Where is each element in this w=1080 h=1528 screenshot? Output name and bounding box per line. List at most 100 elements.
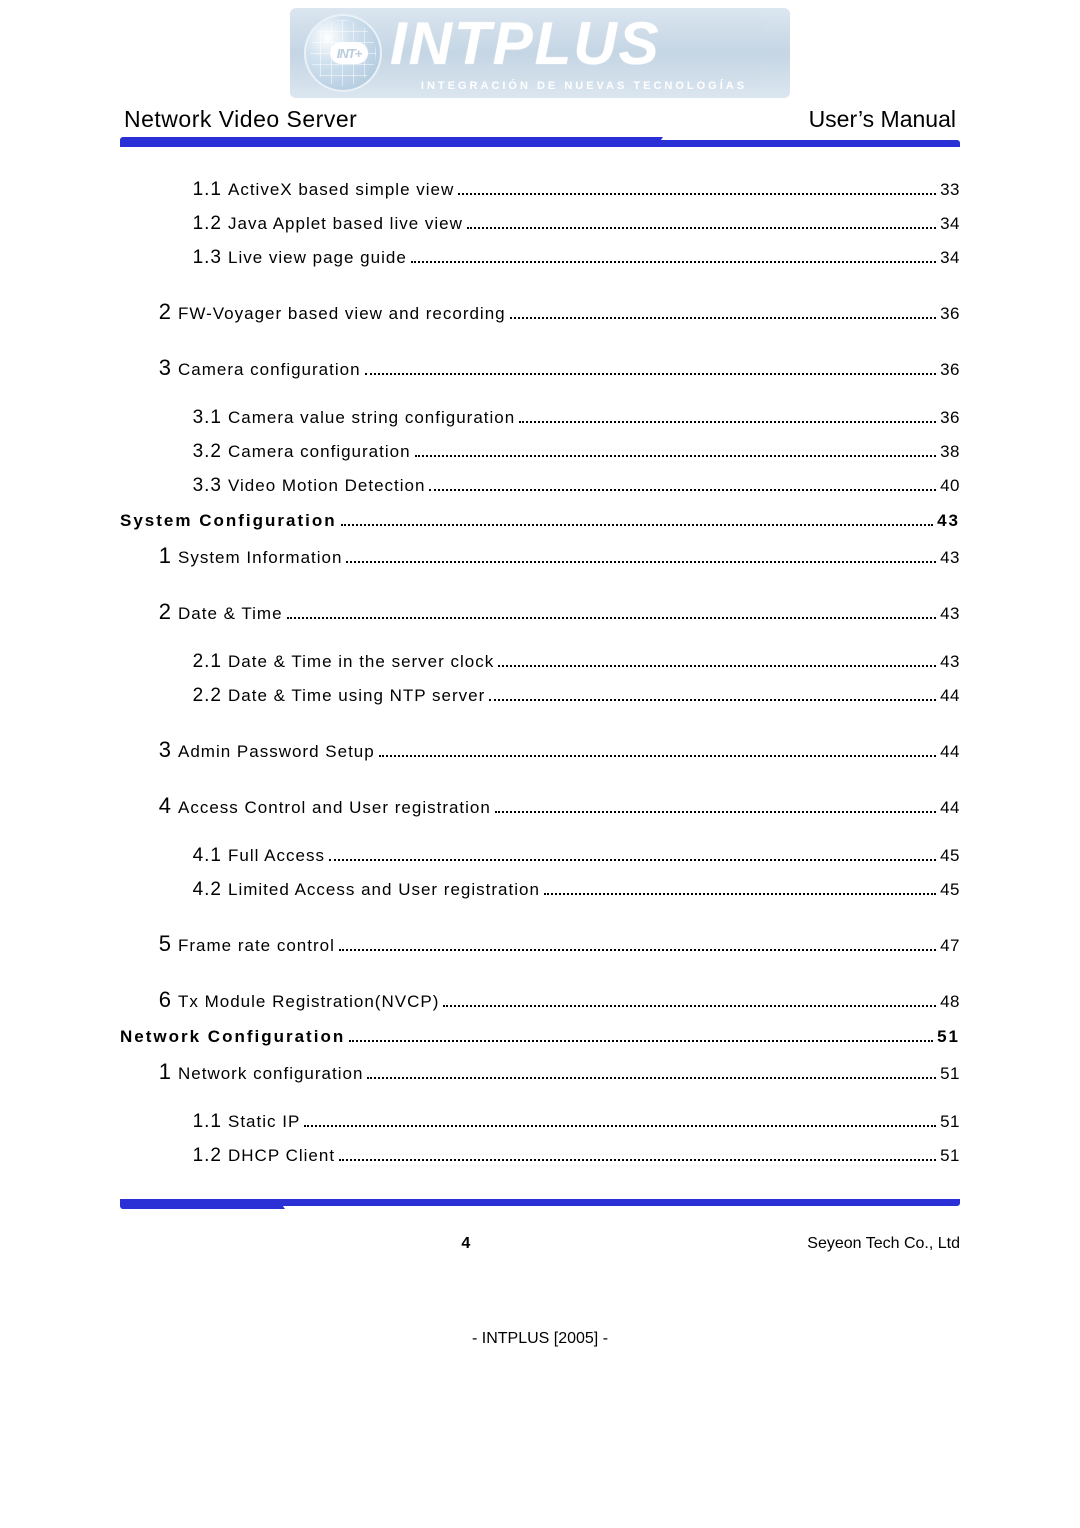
toc-leader	[495, 800, 936, 813]
toc-entry-page: 45	[940, 880, 960, 900]
toc-leader	[367, 1066, 936, 1079]
toc-entry-number: 4.1	[188, 845, 222, 867]
toc-entry-text: Access Control and User registration	[178, 798, 491, 818]
doc-title-right: User’s Manual	[809, 106, 956, 133]
toc-entry-text: Frame rate control	[178, 936, 335, 956]
toc-entry-text: Date & Time	[178, 604, 283, 624]
table-of-contents: 1.1 ActiveX based simple view 33 1.2 Java…	[120, 175, 960, 1171]
toc-entry: 3.2 Camera configuration 38	[120, 437, 960, 467]
toc-entry-text: DHCP Client	[228, 1146, 335, 1166]
toc-entry-number: 1	[154, 1059, 172, 1085]
toc-entry-page: 34	[940, 248, 960, 268]
toc-entry-page: 43	[940, 604, 960, 624]
doc-title-left: Network Video Server	[124, 106, 357, 133]
toc-entry-number: 1.2	[188, 1145, 222, 1167]
toc-leader	[304, 1114, 936, 1127]
toc-entry-text: System Configuration	[120, 511, 337, 531]
toc-entry-text: Date & Time using NTP server	[228, 686, 485, 706]
toc-entry-page: 47	[940, 936, 960, 956]
toc-entry: 2 FW-Voyager based view and recording 36	[120, 295, 960, 329]
logo-badge: INT+	[330, 42, 368, 64]
toc-entry: 1 System Information 43	[120, 539, 960, 573]
toc-leader	[341, 513, 933, 526]
toc-entry-text: Admin Password Setup	[178, 742, 375, 762]
toc-entry-text: Video Motion Detection	[228, 476, 425, 496]
toc-entry-number: 2.2	[188, 685, 222, 707]
toc-entry-number: 3.1	[188, 407, 222, 429]
toc-entry-number: 1.2	[188, 213, 222, 235]
toc-entry-number: 1	[154, 543, 172, 569]
toc-entry-page: 40	[940, 476, 960, 496]
toc-entry-number: 2	[154, 299, 172, 325]
toc-entry-page: 44	[940, 686, 960, 706]
toc-leader	[429, 478, 936, 491]
intplus-logo: INT+ INTPLUS INTEGRACIÓN DE NUEVAS TECNO…	[290, 8, 790, 98]
toc-entry: 2.2 Date & Time using NTP server 44	[120, 681, 960, 711]
toc-entry-text: Camera value string configuration	[228, 408, 515, 428]
toc-entry-text: Network Configuration	[120, 1027, 345, 1047]
toc-entry-number: 2.1	[188, 651, 222, 673]
toc-entry: 4 Access Control and User registration 4…	[120, 789, 960, 823]
toc-leader	[458, 182, 936, 195]
toc-entry-text: Static IP	[228, 1112, 300, 1132]
toc-entry-number: 1.1	[188, 179, 222, 201]
toc-entry-page: 48	[940, 992, 960, 1012]
toc-entry-page: 36	[940, 360, 960, 380]
toc-leader	[329, 848, 936, 861]
toc-entry: 1.1 Static IP 51	[120, 1107, 960, 1137]
toc-entry-text: System Information	[178, 548, 342, 568]
toc-entry: 4.1 Full Access 45	[120, 841, 960, 871]
toc-entry: 3.3 Video Motion Detection 40	[120, 471, 960, 501]
toc-entry-text: Camera configuration	[178, 360, 361, 380]
title-row: Network Video Server User’s Manual	[120, 106, 960, 137]
toc-entry-text: Java Applet based live view	[228, 214, 463, 234]
toc-entry-page: 43	[940, 548, 960, 568]
footer-divider	[120, 1199, 960, 1209]
toc-entry: 1.2 DHCP Client 51	[120, 1141, 960, 1171]
toc-leader	[411, 250, 936, 263]
toc-entry: 5 Frame rate control 47	[120, 927, 960, 961]
toc-entry: 1.2 Java Applet based live view 34	[120, 209, 960, 239]
toc-entry-number: 3.3	[188, 475, 222, 497]
toc-entry-page: 51	[940, 1112, 960, 1132]
page-footer: . 4 Seyeon Tech Co., Ltd	[120, 1235, 960, 1253]
toc-entry-page: 36	[940, 304, 960, 324]
toc-leader	[467, 216, 936, 229]
toc-leader	[510, 306, 936, 319]
toc-leader	[519, 410, 936, 423]
toc-entry-number: 3	[154, 737, 172, 763]
toc-entry-text: ActiveX based simple view	[228, 180, 454, 200]
toc-entry-number: 1.3	[188, 247, 222, 269]
toc-entry-page: 44	[940, 742, 960, 762]
toc-entry: 1.1 ActiveX based simple view 33	[120, 175, 960, 205]
toc-leader	[489, 688, 936, 701]
toc-leader	[544, 882, 936, 895]
toc-entry-page: 33	[940, 180, 960, 200]
toc-entry: Network Configuration 51	[120, 1023, 960, 1051]
toc-leader	[339, 938, 936, 951]
toc-entry-number: 3.2	[188, 441, 222, 463]
toc-entry-page: 45	[940, 846, 960, 866]
toc-entry: 1.3 Live view page guide 34	[120, 243, 960, 273]
manual-page: INT+ INTPLUS INTEGRACIÓN DE NUEVAS TECNO…	[0, 0, 1080, 1528]
toc-entry-number: 4	[154, 793, 172, 819]
toc-entry-text: Full Access	[228, 846, 325, 866]
logo-area: INT+ INTPLUS INTEGRACIÓN DE NUEVAS TECNO…	[120, 0, 960, 100]
toc-entry-page: 38	[940, 442, 960, 462]
toc-entry-number: 4.2	[188, 879, 222, 901]
toc-entry: 2.1 Date & Time in the server clock 43	[120, 647, 960, 677]
toc-entry-page: 43	[940, 652, 960, 672]
toc-entry-page: 51	[937, 1027, 960, 1047]
toc-entry-page: 44	[940, 798, 960, 818]
toc-entry-page: 36	[940, 408, 960, 428]
toc-entry: System Configuration 43	[120, 507, 960, 535]
toc-leader	[346, 550, 936, 563]
toc-leader	[349, 1029, 933, 1042]
toc-leader	[498, 654, 936, 667]
toc-entry: 3 Camera configuration 36	[120, 351, 960, 385]
toc-entry: 3.1 Camera value string configuration 36	[120, 403, 960, 433]
bottom-tag: - INTPLUS [2005] -	[0, 1330, 1080, 1348]
toc-entry-page: 43	[937, 511, 960, 531]
toc-leader	[415, 444, 937, 457]
toc-entry-text: Tx Module Registration(NVCP)	[178, 992, 439, 1012]
